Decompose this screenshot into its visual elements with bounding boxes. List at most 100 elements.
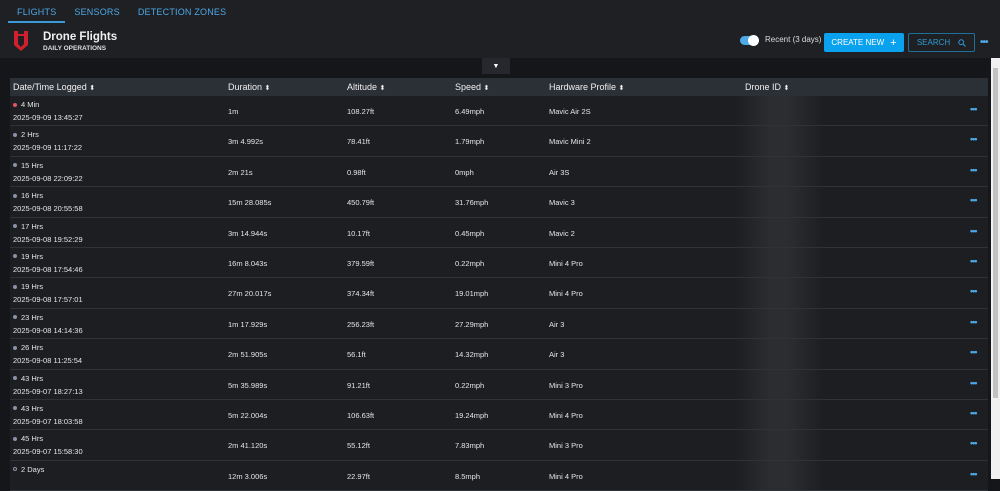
timestamp: 2025-09-08 22:09:22 [13, 173, 83, 183]
table-row[interactable]: 2 Days 12m 3.006s 22.97ft 8.5mph Mini 4 Pro •… [10, 460, 988, 491]
search-button[interactable]: SEARCH [908, 33, 975, 52]
row-actions-icon[interactable]: ••• [970, 104, 978, 114]
time-ago: 19 Hrs [21, 251, 44, 261]
cell-duration: 15m 28.085s [228, 198, 272, 208]
column-header[interactable]: Altitude ⬍ [347, 82, 385, 92]
row-actions-icon[interactable]: ••• [970, 377, 978, 388]
sort-icon: ⬍ [483, 85, 490, 92]
sort-icon: ⬍ [379, 85, 386, 92]
timestamp: 2025-09-07 18:27:13 [13, 386, 83, 396]
drone-id-redacted [735, 156, 824, 187]
row-actions-icon[interactable]: ••• [970, 225, 978, 236]
column-header[interactable]: Hardware Profile ⬍ [549, 82, 624, 92]
status-dot-icon [13, 284, 17, 289]
table-row[interactable]: 43 Hrs 2025-09-07 18:27:13 5m 35.989s 91.21… [10, 369, 988, 400]
cell-altitude: 379.59ft [347, 258, 375, 268]
cell-hardware: Mavic 3 [549, 198, 575, 208]
row-actions-icon[interactable]: ••• [970, 164, 978, 175]
table-row[interactable]: 43 Hrs 2025-09-07 18:03:58 5m 22.004s 106.6… [10, 399, 988, 431]
cell-hardware: Mini 4 Pro [549, 258, 583, 268]
expand-filters-button[interactable]: ▼ [482, 58, 510, 74]
cell-hardware: Mini 3 Pro [549, 441, 583, 451]
row-actions-icon[interactable]: ••• [970, 286, 978, 297]
recent-toggle[interactable] [740, 35, 759, 46]
timestamp: 2025-09-08 19:52:29 [13, 234, 83, 244]
table-row[interactable]: 19 Hrs 2025-09-08 17:54:46 16m 8.043s 379.5… [10, 247, 988, 279]
row-actions-icon[interactable]: ••• [970, 255, 978, 266]
row-actions-icon[interactable]: ••• [970, 134, 978, 145]
column-header-label: Speed [455, 82, 482, 92]
status-dot-icon [13, 102, 17, 107]
time-ago: 16 Hrs [21, 191, 44, 201]
cell-altitude: 78.41ft [347, 137, 370, 147]
cell-altitude: 0.98ft [347, 167, 366, 177]
drone-id-redacted [735, 460, 824, 491]
search-label: SEARCH [916, 38, 951, 47]
table-row[interactable]: 19 Hrs 2025-09-08 17:57:01 27m 20.017s 374.… [10, 278, 988, 309]
more-options-icon[interactable]: ••• [980, 37, 988, 48]
column-header-label: Hardware Profile [549, 82, 617, 92]
cell-speed: 19.24mph [455, 410, 489, 420]
table-row[interactable]: 15 Hrs 2025-09-08 22:09:22 2m 21s 0.98ft 0mp… [10, 156, 988, 188]
drone-id-redacted [735, 96, 824, 126]
cell-altitude: 256.23ft [347, 319, 375, 329]
cell-altitude: 108.27ft [347, 107, 375, 116]
time-ago: 17 Hrs [21, 221, 44, 231]
cell-speed: 19.01mph [455, 289, 489, 299]
time-ago: 4 Min [21, 100, 40, 109]
page-subtitle: DAILY OPERATIONS [43, 45, 107, 52]
column-header[interactable]: Speed ⬍ [455, 82, 489, 92]
column-header-label: Date/Time Logged [13, 82, 87, 92]
cell-duration: 5m 35.989s [228, 380, 268, 390]
column-header[interactable]: Duration ⬍ [228, 82, 270, 92]
row-actions-icon[interactable]: ••• [970, 468, 978, 479]
drone-id-redacted [735, 278, 824, 308]
timestamp: 2025-09-09 13:45:27 [13, 113, 83, 122]
table-row[interactable]: 23 Hrs 2025-09-08 14:14:36 1m 17.929s 256.2… [10, 308, 988, 340]
time-ago: 23 Hrs [21, 312, 44, 322]
table-row[interactable]: 17 Hrs 2025-09-08 19:52:29 3m 14.944s 10.17… [10, 217, 988, 248]
timestamp: 2025-09-08 17:54:46 [13, 264, 83, 274]
create-new-label: CREATE NEW [831, 38, 885, 47]
tab-flights[interactable]: FLIGHTS [8, 0, 66, 23]
table-row[interactable]: 4 Min 2025-09-09 13:45:27 1m 108.27ft 6.49mp… [10, 96, 988, 127]
search-icon [958, 38, 967, 47]
cell-duration: 5m 22.004s [228, 410, 268, 420]
row-actions-icon[interactable]: ••• [970, 316, 978, 327]
column-header[interactable]: Date/Time Logged ⬍ [13, 82, 95, 92]
time-ago: 45 Hrs [21, 434, 44, 444]
cell-duration: 16m 8.043s [228, 258, 268, 268]
create-new-button[interactable]: CREATE NEW + [824, 33, 904, 52]
cell-duration: 3m 14.944s [228, 228, 268, 238]
row-actions-icon[interactable]: ••• [970, 195, 978, 206]
column-header[interactable]: Drone ID ⬍ [745, 82, 789, 92]
cell-speed: 0.22mph [455, 380, 485, 390]
cell-hardware: Air 3 [549, 350, 565, 360]
cell-hardware: Air 3S [549, 167, 570, 177]
sort-icon: ⬍ [618, 85, 625, 92]
timestamp: 2025-09-07 18:03:58 [13, 416, 83, 426]
status-dot-icon [13, 467, 17, 472]
timestamp: 2025-09-08 11:25:54 [13, 356, 83, 366]
cell-hardware: Mini 3 Pro [549, 380, 583, 390]
column-header-label: Altitude [347, 82, 378, 92]
row-actions-icon[interactable]: ••• [970, 347, 978, 358]
column-header-label: Drone ID [745, 82, 782, 92]
time-ago: 26 Hrs [21, 343, 44, 353]
tab-sensors[interactable]: SENSORS [74, 7, 120, 17]
scrollbar[interactable] [991, 58, 1000, 479]
table-row[interactable]: 2 Hrs 2025-09-09 11:17:22 3m 4.992s 78.41ft… [10, 126, 988, 157]
cell-altitude: 106.63ft [347, 410, 375, 420]
cell-altitude: 22.97ft [347, 471, 370, 481]
drone-id-redacted [735, 187, 824, 217]
drone-id-redacted [735, 369, 824, 399]
tab-detection-zones[interactable]: DETECTION ZONES [137, 7, 227, 17]
scrollbar-thumb[interactable] [993, 68, 998, 398]
row-actions-icon[interactable]: ••• [970, 407, 978, 418]
row-actions-icon[interactable]: ••• [970, 438, 978, 449]
cell-hardware: Air 3 [549, 319, 565, 329]
status-dot-icon [13, 254, 17, 259]
table-row[interactable]: 16 Hrs 2025-09-08 20:55:58 15m 28.085s 450.… [10, 187, 988, 218]
table-row[interactable]: 26 Hrs 2025-09-08 11:25:54 2m 51.905s 56.1f… [10, 339, 988, 370]
table-row[interactable]: 45 Hrs 2025-09-07 15:58:30 2m 41.120s 55.12… [10, 430, 988, 461]
